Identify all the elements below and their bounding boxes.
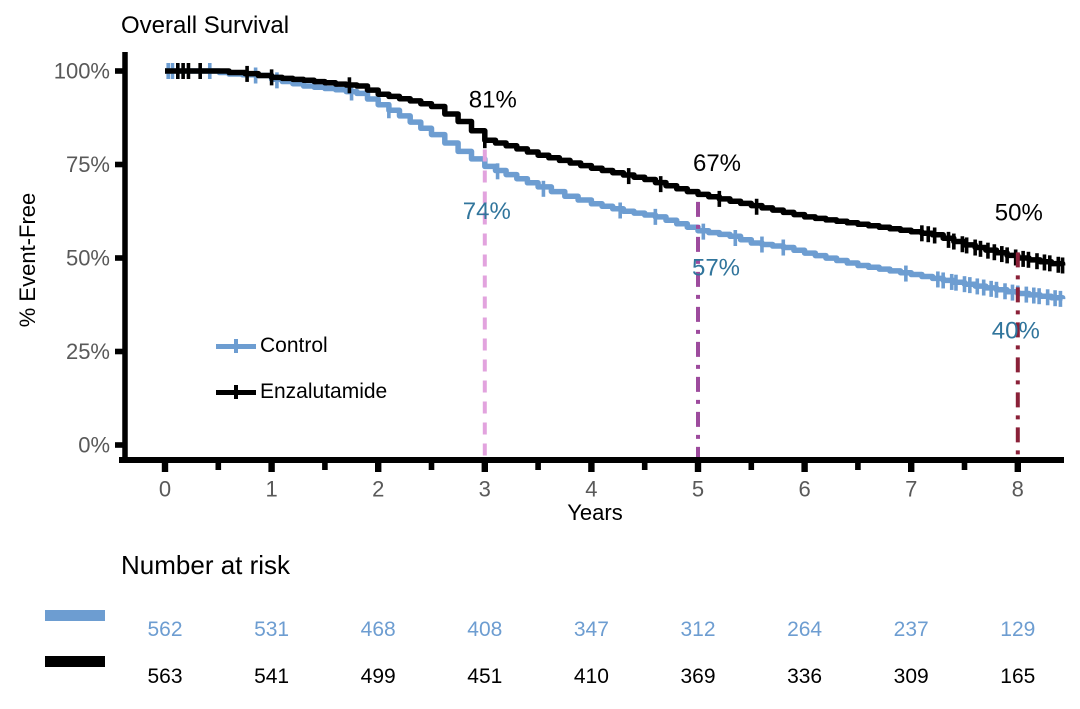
risk-count-enzalutamide: 563 [147,665,183,688]
x-axis-tick [375,461,382,472]
x-axis-tick [748,461,755,470]
x-axis-tick [428,461,435,470]
risk-count-control: 408 [467,618,503,641]
risk-row-swatch-control [45,610,105,621]
risk-count-enzalutamide: 541 [254,665,290,688]
y-axis-tick-label: 100% [54,59,110,84]
plot-legend: Control Enzalutamide [216,333,387,425]
risk-count-enzalutamide: 309 [893,665,929,688]
milestone-label-control-year-8: 40% [992,317,1040,344]
x-axis-tick-label: 3 [479,477,491,502]
y-axis-tick [115,348,125,355]
risk-count-control: 129 [1000,618,1036,641]
legend-label-enzalutamide: Enzalutamide [260,380,388,403]
risk-count-control: 264 [787,618,823,641]
legend-item-control: Control [216,333,387,359]
enzalutamide-line-marker-icon [216,381,256,403]
risk-count-control: 347 [573,618,609,641]
x-axis-tick [961,461,968,470]
legend-item-enzalutamide: Enzalutamide [216,379,387,405]
milestone-label-enzalutamide-year-3: 81% [469,86,517,113]
y-axis-tick-label: 0% [78,433,110,458]
x-axis-tick-label: 1 [265,477,277,502]
y-axis-tick-label: 25% [66,339,110,364]
x-axis-tick [215,461,222,470]
x-axis-tick [801,461,808,472]
risk-count-control: 531 [254,618,290,641]
y-axis-tick-label: 75% [66,152,110,177]
x-axis-tick [481,461,488,472]
plot-title: Overall Survival [121,12,290,39]
milestone-label-enzalutamide-year-8: 50% [995,200,1043,227]
x-axis-tick [588,461,595,472]
risk-count-enzalutamide: 451 [467,665,503,688]
y-axis-tick [115,68,125,74]
risk-count-control: 237 [893,618,929,641]
y-axis-tick-label: 50% [66,246,110,271]
survival-curve-control [165,68,1066,301]
risk-count-control: 468 [360,618,396,641]
x-axis-title: Years [567,500,623,525]
x-axis-tick [535,461,541,470]
y-axis-tick [115,161,125,168]
risk-count-enzalutamide: 410 [573,665,609,688]
y-axis-tick [115,442,125,448]
y-axis-tick [115,255,125,261]
x-axis-tick [908,461,915,472]
risk-count-enzalutamide: 369 [680,665,716,688]
x-axis-tick [268,461,275,472]
x-axis-tick [694,461,702,472]
x-axis-tick [1014,461,1021,472]
risk-row-swatch-enzalutamide [45,656,105,667]
x-axis-tick [322,461,328,470]
x-axis-tick [161,461,169,472]
control-line-marker-icon [216,335,256,357]
risk-count-control: 312 [680,618,716,641]
x-axis-tick-label: 5 [692,477,704,502]
risk-count-control: 562 [147,618,183,641]
x-axis-tick [641,461,648,470]
risk-count-enzalutamide: 499 [360,665,396,688]
survival-plot-canvas: 100% 75% 50% 25% 0% 0 1 2 3 4 5 6 7 8 81% 74% 67% 57% 50% 4… [54,52,1066,502]
x-axis-tick-label: 2 [372,477,384,502]
milestone-label-enzalutamide-year-5: 67% [693,150,741,177]
risk-count-enzalutamide: 165 [1000,665,1036,688]
milestone-label-control-year-3: 74% [463,198,511,225]
x-axis-tick-label: 0 [159,477,171,502]
legend-label-control: Control [260,334,328,357]
x-axis-tick-label: 6 [798,477,810,502]
x-axis-tick-label: 7 [905,477,917,502]
x-axis-tick-label: 8 [1012,477,1024,502]
milestone-label-control-year-5: 57% [692,255,740,282]
risk-count-enzalutamide: 336 [787,665,823,688]
x-axis-tick [855,461,861,470]
risk-table-heading: Number at risk [121,550,291,580]
x-axis-tick-label: 4 [585,477,597,502]
